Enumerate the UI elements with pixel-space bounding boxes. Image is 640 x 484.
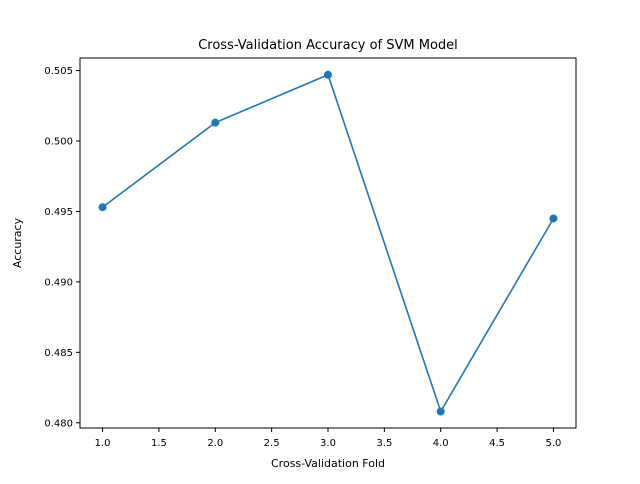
x-tick-label: 2.0 [207, 438, 223, 449]
x-axis-ticks: 1.0 1.5 2.0 2.5 3.0 3.5 4.0 4.5 5.0 [95, 428, 562, 449]
data-point [211, 118, 220, 127]
x-tick-label: 1.5 [151, 438, 167, 449]
y-tick-label: 0.485 [44, 348, 73, 359]
series-layer [98, 70, 558, 416]
x-tick-label: 1.0 [95, 438, 111, 449]
data-point [324, 70, 332, 79]
x-tick-label: 3.5 [376, 438, 392, 449]
x-tick-label: 4.5 [489, 438, 505, 449]
y-axis-label: Accuracy [11, 217, 24, 268]
y-tick-label: 0.480 [44, 418, 73, 429]
y-axis-ticks: 0.480 0.485 0.490 0.495 0.500 0.505 [44, 66, 80, 429]
x-tick-label: 5.0 [546, 438, 562, 449]
x-tick-label: 2.5 [264, 438, 280, 449]
x-axis-label: Cross-Validation Fold [271, 457, 385, 470]
chart-title: Cross-Validation Accuracy of SVM Model [198, 38, 458, 53]
y-tick-label: 0.490 [44, 277, 73, 288]
y-tick-label: 0.505 [44, 66, 73, 77]
data-point [436, 407, 445, 416]
x-tick-label: 4.0 [433, 438, 449, 449]
data-point [98, 203, 107, 212]
y-tick-label: 0.495 [44, 207, 73, 218]
data-point [549, 214, 558, 223]
plot-area-frame [79, 57, 577, 429]
y-tick-label: 0.500 [44, 136, 73, 147]
x-tick-label: 3.0 [320, 438, 336, 449]
